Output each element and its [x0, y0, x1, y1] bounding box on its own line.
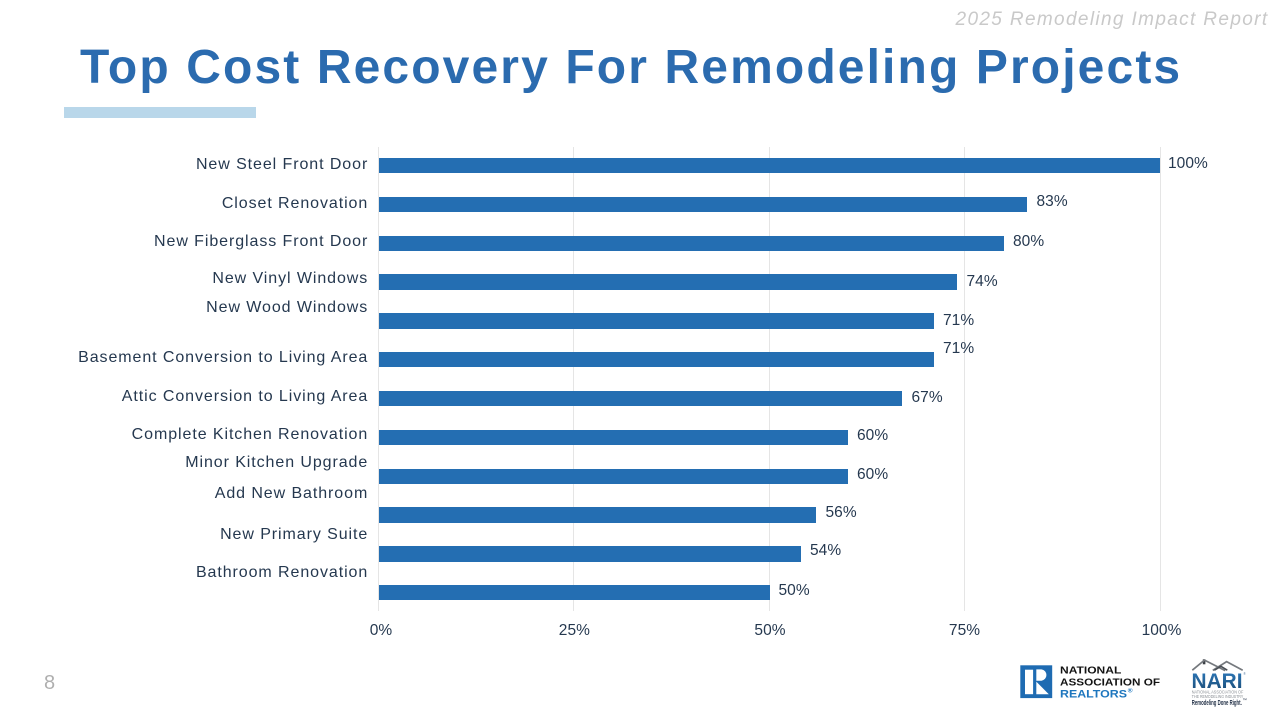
svg-text:THE REMODELING INDUSTRY: THE REMODELING INDUSTRY — [1192, 694, 1244, 699]
svg-text:®: ® — [1243, 672, 1246, 676]
svg-text:ASSOCIATION OF: ASSOCIATION OF — [1060, 678, 1160, 689]
svg-text:™: ™ — [1243, 698, 1248, 703]
svg-text:NATIONAL: NATIONAL — [1060, 666, 1121, 677]
svg-text:NATIONAL ASSOCIATION OF: NATIONAL ASSOCIATION OF — [1192, 689, 1244, 694]
svg-text:®: ® — [1128, 687, 1133, 695]
svg-text:REALTORS: REALTORS — [1060, 688, 1127, 700]
svg-text:NARI: NARI — [1192, 669, 1243, 693]
svg-text:Remodeling Done Right.: Remodeling Done Right. — [1192, 698, 1242, 707]
